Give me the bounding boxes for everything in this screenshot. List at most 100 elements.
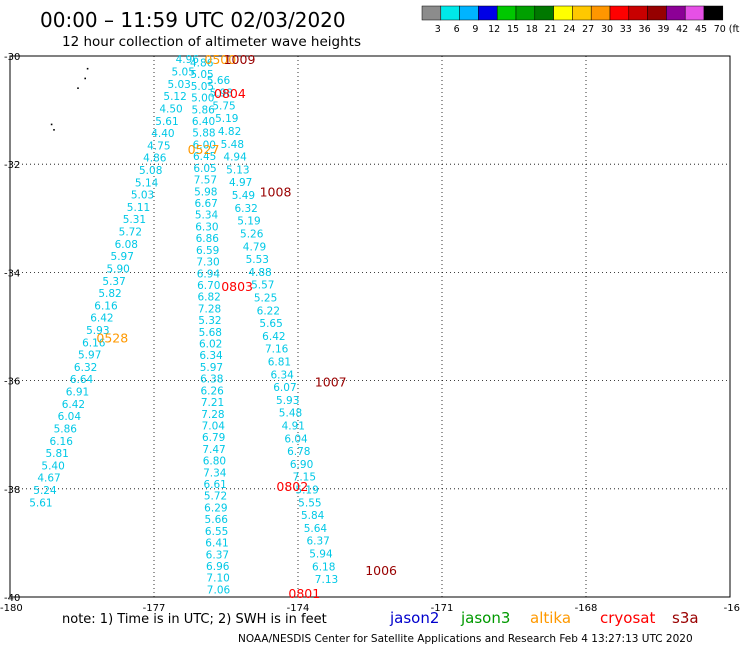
colorbar-tick-label: 42 (676, 24, 688, 35)
wave-height-value: 6.41 (205, 538, 228, 550)
wave-height-value: 5.05 (190, 69, 213, 81)
wave-height-value: 5.66 (205, 514, 229, 526)
colorbar-tick-label: 15 (507, 24, 519, 35)
wave-height-value: 5.97 (200, 362, 223, 374)
wave-height-value: 5.31 (123, 214, 146, 226)
pass-time-label: 1007 (315, 375, 347, 390)
wave-height-value: 6.86 (196, 233, 220, 245)
colorbar-tick-label: 36 (639, 24, 651, 35)
colorbar-swatch (440, 5, 460, 21)
wave-height-value: 5.82 (98, 288, 121, 300)
colorbar-swatch (421, 5, 442, 21)
wave-height-value: 6.32 (234, 203, 257, 215)
wave-height-value: 6.91 (66, 387, 89, 399)
wave-height-value: 5.94 (309, 549, 333, 561)
wave-height-value: 5.19 (295, 485, 318, 497)
wave-height-value: 6.42 (62, 399, 85, 411)
wave-height-value: 4.94 (223, 152, 247, 164)
wave-height-value: 6.00 (193, 139, 216, 151)
wave-height-value: 4.86 (143, 153, 167, 165)
wave-height-value: 5.48 (279, 408, 302, 420)
colorbar-swatch (478, 5, 498, 21)
wave-height-value: 7.30 (196, 257, 219, 269)
wave-height-value: 5.08 (139, 165, 162, 177)
colorbar-swatch (515, 5, 536, 21)
stray-point (77, 87, 79, 89)
wave-height-value: 7.34 (203, 467, 227, 479)
wave-height-value: 5.03 (167, 79, 190, 91)
y-tick-label: -38 (4, 485, 20, 496)
wave-height-value: 4.91 (282, 421, 305, 433)
pass-time-label: 1008 (260, 184, 292, 199)
wave-height-value: 6.40 (192, 116, 215, 128)
y-tick-label: -30 (4, 52, 20, 63)
stray-point (86, 67, 89, 70)
wave-height-value: 5.05 (191, 81, 214, 93)
wave-height-value: 6.79 (202, 432, 225, 444)
pass-time-label: 0802 (276, 479, 308, 494)
colorbar-tick-label: 9 (472, 24, 478, 35)
wave-height-value: 4.75 (147, 140, 170, 152)
wave-height-value: 4.97 (229, 177, 252, 189)
wave-height-value: 5.49 (232, 190, 255, 202)
colorbar-swatch (534, 5, 554, 21)
wave-height-value: 6.18 (312, 561, 335, 573)
colorbar-tick-label: 24 (563, 24, 575, 35)
satellite-legend-altika: altika (530, 609, 572, 627)
wave-height-value: 5.93 (86, 325, 109, 337)
colorbar-tick-label: 45 (695, 24, 707, 35)
wave-height-value: 7.21 (201, 397, 224, 409)
plot-frame (9, 55, 731, 598)
wave-height-value: 5.57 (251, 280, 274, 292)
wave-height-value: 5.86 (191, 104, 215, 116)
wave-height-value: 6.55 (205, 526, 228, 538)
pass-time-label: 0803 (221, 279, 253, 294)
colorbar-tick-label: 18 (526, 24, 538, 35)
wave-height-value: 5.64 (304, 523, 328, 535)
wave-height-value: 5.61 (29, 497, 52, 509)
wave-height-value: 5.93 (276, 395, 299, 407)
wave-height-value: 5.86 (54, 423, 78, 435)
colorbar-tick-label: 30 (601, 24, 613, 35)
wave-height-value: 7.06 (207, 584, 231, 596)
wave-height-value: 5.05 (172, 67, 195, 79)
colorbar-tick-label: 6 (454, 24, 460, 35)
wave-height-value: 5.25 (254, 292, 277, 304)
wave-height-value: 4.50 (159, 103, 182, 115)
colorbar-swatch (609, 5, 630, 21)
wave-height-value: 5.84 (301, 510, 325, 522)
y-tick-label: -40 (4, 593, 20, 604)
pass-time-label: 1009 (224, 52, 256, 67)
wave-height-value: 6.37 (306, 536, 329, 548)
colorbar-tick-label: 70 (714, 24, 726, 35)
wave-height-value: 6.30 (195, 221, 218, 233)
x-tick-label: -16 (724, 603, 740, 614)
colorbar-tick-label: 3 (435, 24, 441, 35)
wave-height-value: 5.98 (210, 88, 233, 100)
pass-time-label: 0500 (204, 52, 236, 67)
wave-height-value: 6.16 (82, 337, 106, 349)
wave-height-value: 5.88 (192, 128, 215, 140)
wave-height-value: 6.34 (199, 350, 223, 362)
wave-height-value: 5.19 (215, 113, 238, 125)
wave-height-value: 7.04 (202, 420, 226, 432)
wave-height-value: 5.26 (240, 228, 264, 240)
stray-point (50, 123, 53, 126)
wave-height-value: 6.32 (74, 362, 97, 374)
colorbar-swatch (647, 5, 667, 21)
y-tick-label: -32 (4, 160, 20, 171)
wave-height-value: 5.72 (204, 491, 227, 503)
axis-tick-labels: -180 -177 -174 -171 -168 -16 -30 -32 -34 -36 -38 -4… (0, 52, 740, 614)
pass-time-label: 1006 (365, 563, 397, 578)
wave-height-value: 6.59 (196, 245, 219, 257)
colorbar-tick-label: 12 (488, 24, 500, 35)
colorbar-tick-label: 33 (620, 24, 632, 35)
colorbar-tick-label: 39 (657, 24, 669, 35)
chart-subtitle: 12 hour collection of altimeter wave hei… (62, 34, 361, 50)
wave-height-value: 6.29 (204, 502, 227, 514)
wave-height-value: 5.03 (131, 190, 154, 202)
colorbar-tick-label: 27 (582, 24, 594, 35)
wave-height-value: 5.00 (191, 93, 214, 105)
